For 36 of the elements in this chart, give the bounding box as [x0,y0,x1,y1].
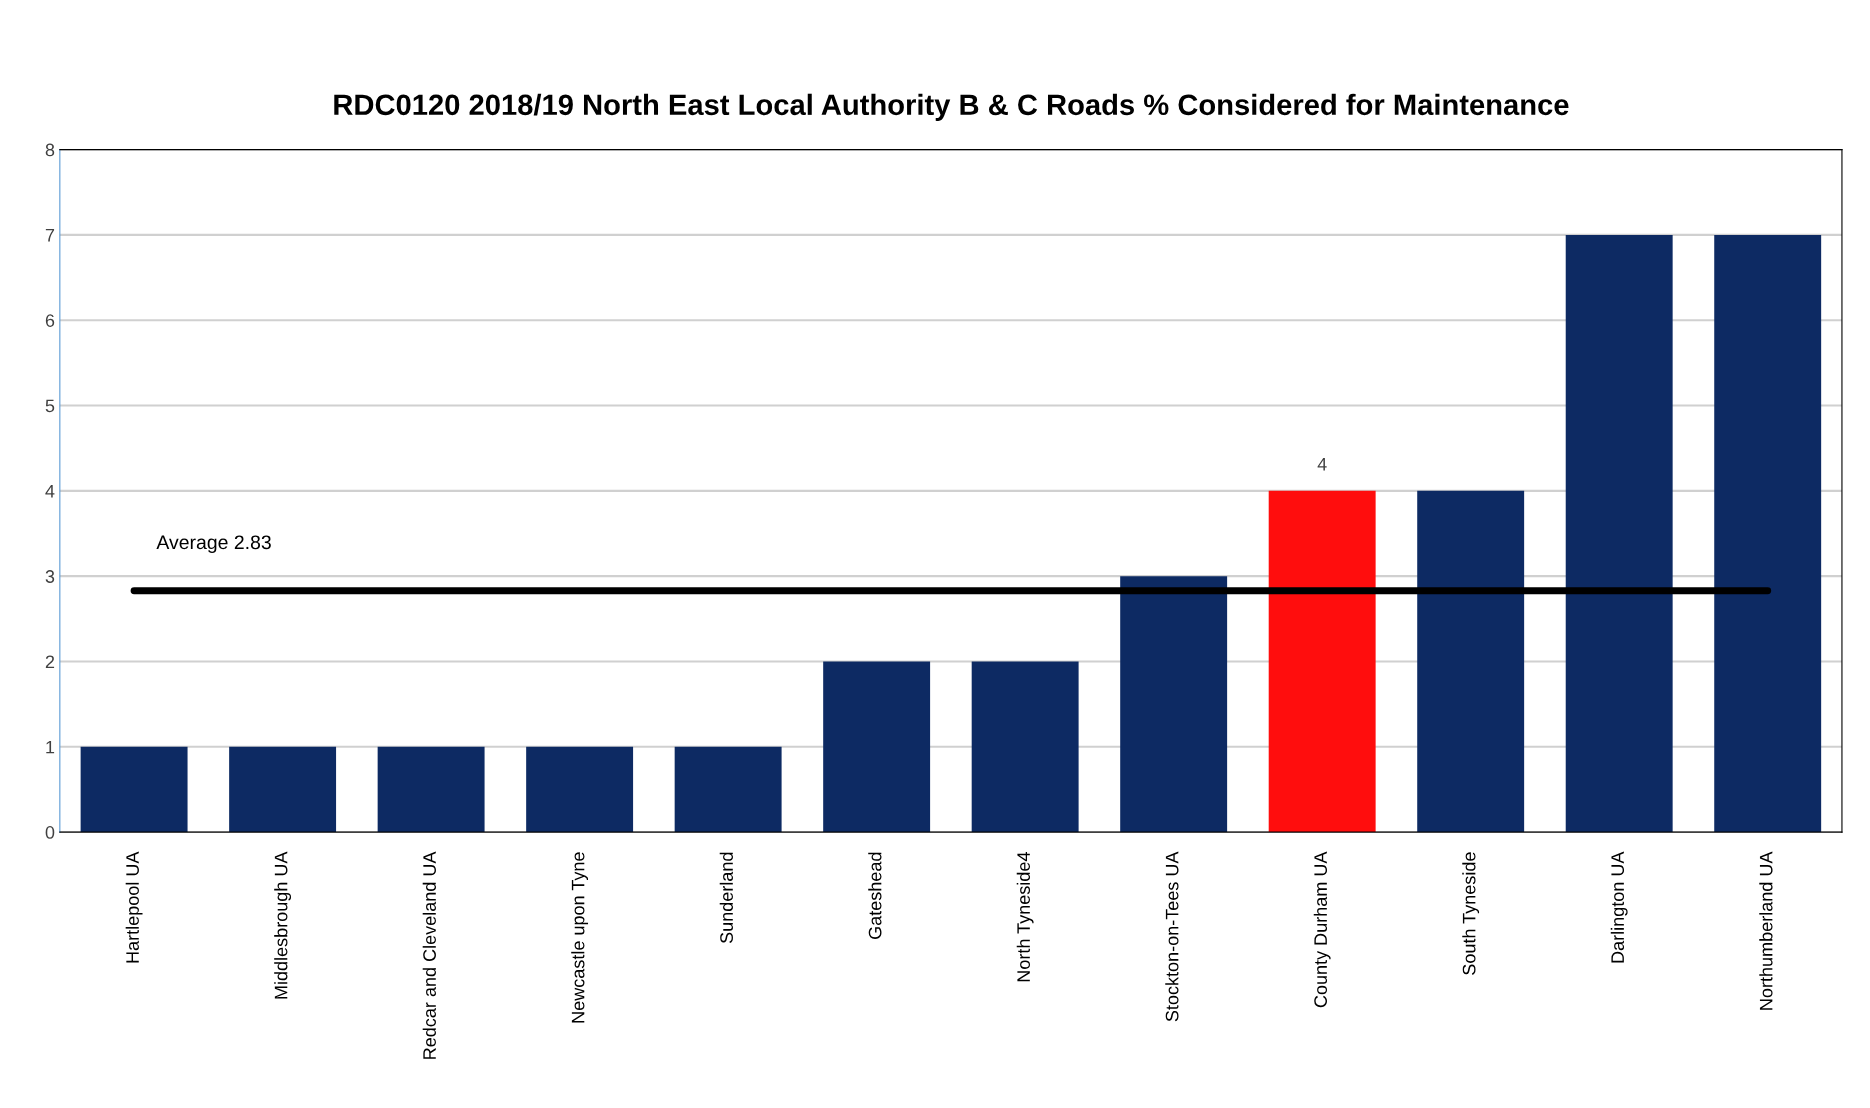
ref-line-label: Average 2.83 [156,535,271,554]
x-tick-label: County Durham UA [1313,851,1331,1008]
y-tick-label: 8 [45,143,55,157]
x-tick-label: Newcastle upon Tyne [571,852,589,1023]
bar [1120,576,1228,833]
chart-title: RDC0120 2018/19 North East Local Authority B & C Roads % Considered for Maintenance [334,93,1569,121]
x-tick-label: Hartlepool UA [125,851,143,963]
y-tick-label: 3 [45,570,55,583]
bar [377,746,485,833]
y-tick-label: 4 [45,484,55,498]
y-tick-label: 5 [45,399,55,413]
bar [229,746,337,833]
x-tick-label: Sunderland [719,852,733,944]
y-tick-label: 1 [46,740,55,754]
bar [80,746,188,833]
x-tick-label: Northumberland UA [1759,851,1773,1010]
bar [1565,234,1673,833]
data-label: 4 [1317,458,1327,471]
bar [1714,234,1822,833]
x-tick-label: Stockton-on-Tees UA [1165,851,1179,1022]
y-tick-label: 6 [45,314,55,327]
bar [971,661,1079,833]
x-tick-label: Gateshead [868,852,882,939]
bar [1268,490,1376,833]
x-tick-label: Darlington UA [1610,851,1628,963]
y-tick-label: 7 [45,229,55,242]
y-tick-label: 0 [45,826,55,839]
bar [1417,490,1525,833]
bar [823,661,931,833]
x-tick-label: North Tyneside4 [1016,852,1034,982]
x-tick-label: Middlesbrough UA [274,851,292,999]
x-tick-label: Redcar and Cleveland UA [422,851,436,1059]
x-tick-label: South Tyneside [1462,852,1480,975]
y-tick-label: 2 [45,655,55,669]
bar [526,746,634,833]
bar [674,746,782,833]
